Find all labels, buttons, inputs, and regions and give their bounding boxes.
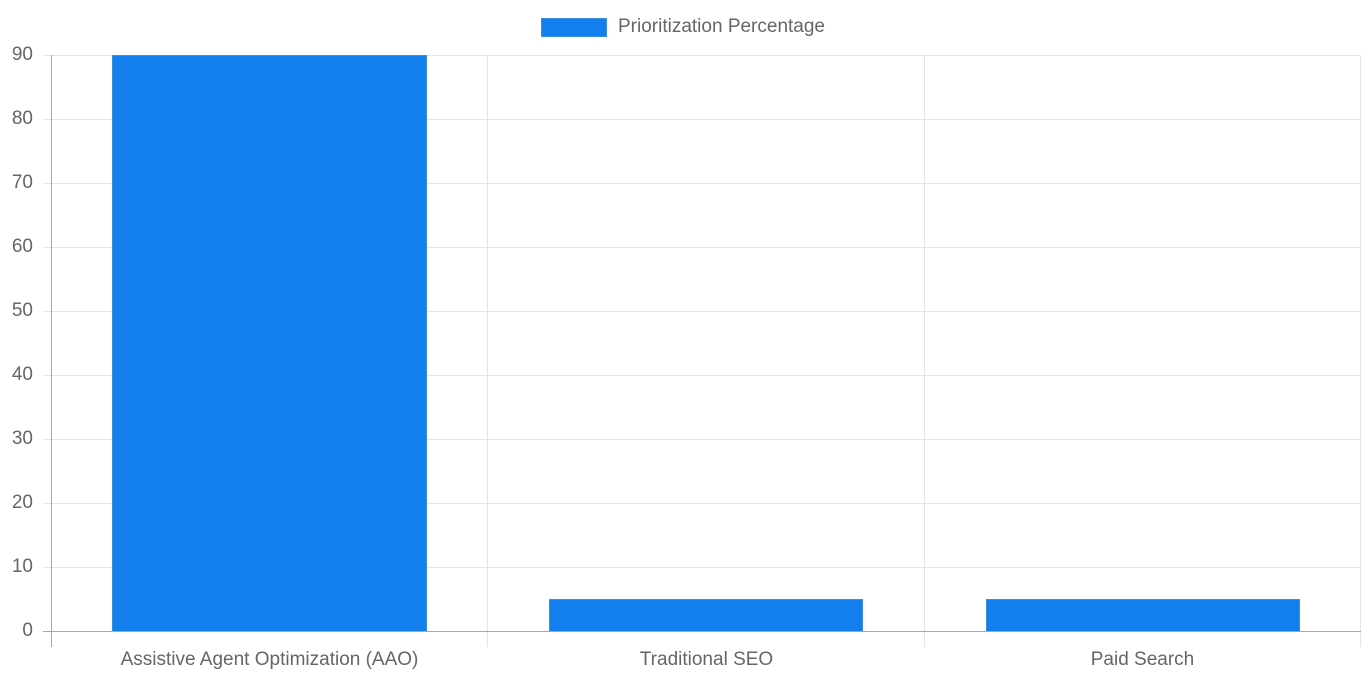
y-tick-label: 0 [22, 620, 33, 641]
chart-legend[interactable]: Prioritization Percentage [0, 14, 1366, 40]
x-label-traditional-seo: Traditional SEO [639, 649, 774, 670]
vgrid-1 [487, 55, 488, 647]
legend-label: Prioritization Percentage [618, 16, 825, 37]
y-tick-label: 70 [11, 172, 33, 193]
bar-aao[interactable] [112, 55, 427, 632]
gridline-60 [43, 247, 1361, 248]
y-tick-label: 80 [11, 108, 33, 129]
x-label-aao: Assistive Agent Optimization (AAO) [120, 649, 419, 670]
bar-traditional-seo[interactable] [549, 599, 863, 632]
y-tick-label: 60 [11, 236, 33, 257]
vgrid-3 [1360, 55, 1361, 647]
gridline-40 [43, 375, 1361, 376]
gridline-30 [43, 439, 1361, 440]
legend-swatch [541, 17, 607, 37]
x-label-paid-search: Paid Search [1090, 649, 1195, 670]
y-tick-label: 50 [11, 300, 33, 321]
gridline-10 [43, 567, 1361, 568]
gridline-50 [43, 311, 1361, 312]
gridline-80 [43, 119, 1361, 120]
gridline-90 [43, 55, 1361, 56]
plot-area [43, 55, 1361, 647]
y-tick-label: 10 [11, 556, 33, 577]
y-axis [51, 55, 52, 647]
x-axis [43, 631, 1361, 632]
y-tick-label: 40 [11, 364, 33, 385]
y-tick-label: 20 [11, 492, 33, 513]
y-tick-label: 90 [11, 44, 33, 65]
vgrid-2 [924, 55, 925, 647]
gridline-20 [43, 503, 1361, 504]
bar-paid-search[interactable] [986, 599, 1300, 632]
y-tick-label: 30 [11, 428, 33, 449]
gridline-70 [43, 183, 1361, 184]
